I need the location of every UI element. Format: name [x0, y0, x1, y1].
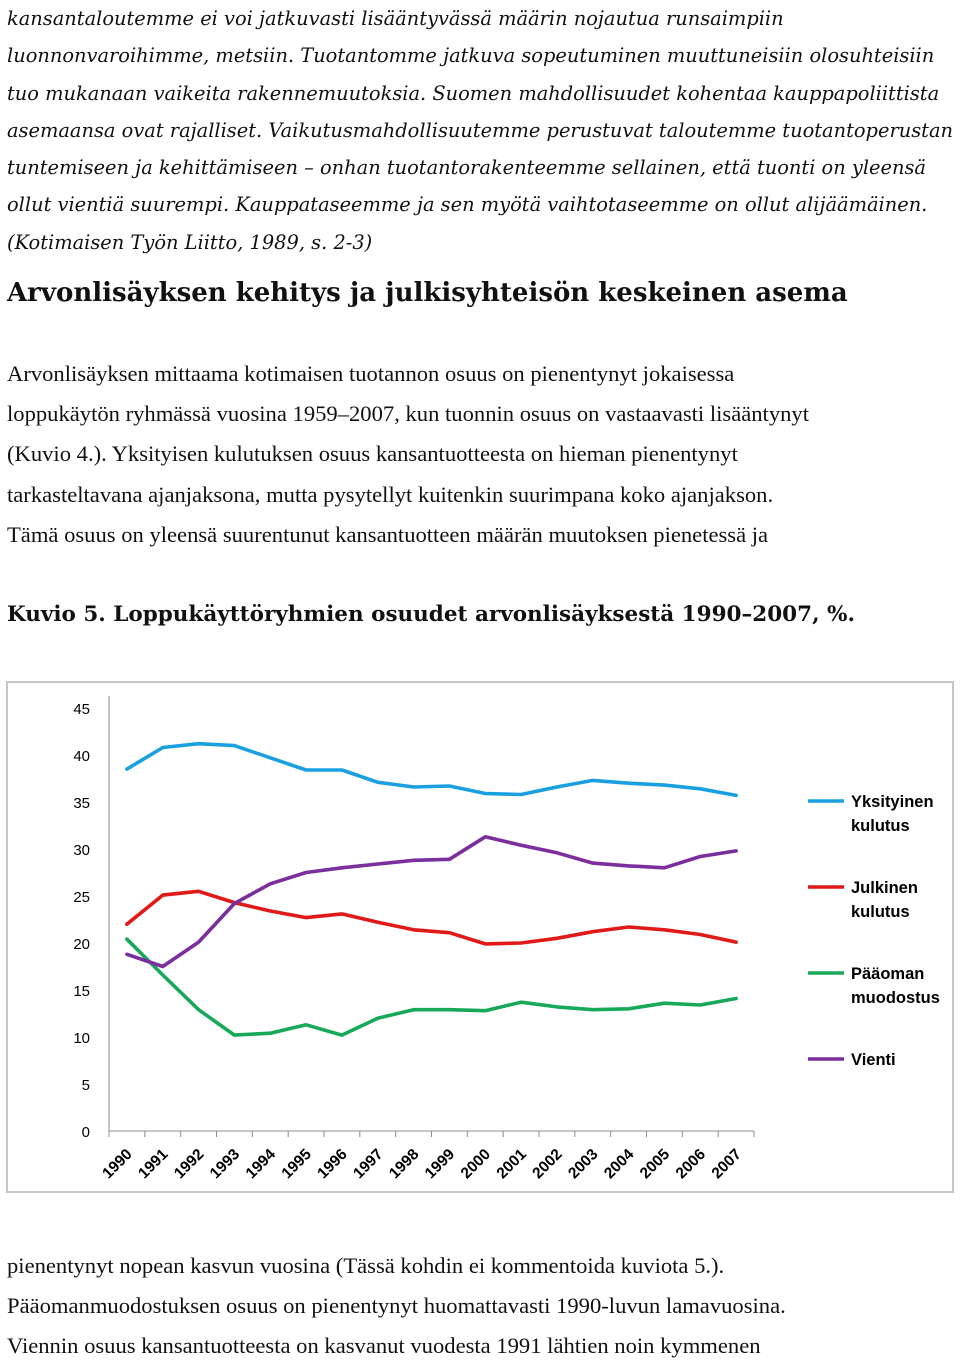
x-tick-label: 1990: [99, 1146, 135, 1182]
quote-line: luonnonvaroihimme, metsiin. Tuotantomme …: [7, 44, 935, 68]
series-line: [125, 741, 738, 798]
x-tick-label: 1998: [386, 1146, 423, 1183]
legend-label: kulutus: [851, 817, 910, 835]
series-line: [125, 835, 738, 969]
x-tick-label: 2002: [529, 1146, 565, 1182]
x-tick-label: 2004: [601, 1146, 638, 1183]
x-tick-label: 2000: [458, 1146, 494, 1182]
x-tick-label: 1997: [350, 1146, 386, 1182]
legend-label: Yksityinen: [851, 793, 934, 811]
y-tick-label: 0: [82, 1124, 90, 1141]
x-tick-label: 1994: [243, 1146, 280, 1183]
y-tick-label: 10: [73, 1030, 90, 1047]
x-tick-label: 1996: [314, 1146, 351, 1183]
paragraph-line: pienentynyt nopean kasvun vuosina (Tässä…: [7, 1253, 725, 1278]
paragraph-line: loppukäytön ryhmässä vuosina 1959–2007, …: [7, 401, 810, 427]
paragraph-before-figure: Arvonlisäyksen mittaama kotimaisen tuota…: [7, 354, 953, 555]
legend-label: Julkinen: [851, 879, 918, 897]
series-line: [125, 889, 738, 946]
figure-caption: Kuvio 5. Loppukäyttöryhmien osuudet arvo…: [7, 602, 855, 627]
y-tick-label: 20: [73, 936, 90, 953]
x-tick-label: 1993: [207, 1146, 244, 1183]
quoted-passage: kansantaloutemme ei voi jatkuvasti lisää…: [7, 0, 953, 261]
x-tick-label: 2001: [494, 1146, 531, 1183]
legend-label: kulutus: [851, 903, 910, 921]
y-tick-label: 45: [73, 701, 90, 718]
x-tick-label: 1991: [135, 1146, 172, 1183]
x-tick-label: 2003: [565, 1146, 602, 1183]
paragraph-line: Pääomanmuodostuksen osuus on pienentynyt…: [7, 1293, 786, 1319]
paragraph-line: tarkasteltavana ajanjaksona, mutta pysyt…: [7, 481, 774, 507]
x-tick-label: 2005: [637, 1146, 674, 1183]
quote-citation: (Kotimaisen Työn Liitto, 1989, s. 2-3): [7, 230, 373, 254]
y-tick-label: 40: [73, 748, 90, 765]
legend-label: Vienti: [851, 1051, 896, 1069]
section-heading: Arvonlisäyksen kehitys ja julkisyhteisön…: [7, 278, 848, 308]
legend-label: Pääoman: [851, 965, 924, 983]
y-tick-label: 35: [73, 795, 90, 812]
x-tick-label: 2007: [709, 1146, 745, 1182]
quote-line: tuntemiseen ja kehittämiseen – onhan tuo…: [7, 156, 926, 180]
y-tick-label: 15: [73, 983, 90, 1000]
paragraph-line: Viennin osuus kansantuotteesta on kasvan…: [7, 1333, 761, 1359]
legend-label: muodostus: [851, 989, 940, 1007]
paragraph-line: Tämä osuus on yleensä suurentunut kansan…: [7, 521, 769, 547]
paragraph-line: Arvonlisäyksen mittaama kotimaisen tuota…: [7, 361, 735, 386]
y-tick-label: 30: [73, 842, 90, 859]
quote-line: kansantaloutemme ei voi jatkuvasti lisää…: [7, 7, 784, 30]
paragraph-after-figure: pienentynyt nopean kasvun vuosina (Tässä…: [7, 1246, 953, 1367]
x-tick-label: 2006: [673, 1146, 710, 1183]
quote-line: ollut vientiä suurempi. Kauppataseemme j…: [7, 193, 928, 217]
line-chart-frame: 0 5 10 15 20 25 30 35 40 45 1990 1991 1992 1993 1994 19…: [6, 681, 954, 1193]
quote-line: asemaansa ovat rajalliset. Vaikutusmahdo…: [7, 118, 953, 142]
x-tick-label: 1995: [279, 1146, 316, 1183]
y-tick-label: 5: [82, 1077, 90, 1094]
x-tick-label: 1999: [422, 1146, 459, 1183]
x-tick-label: 1992: [171, 1146, 207, 1182]
y-tick-label: 25: [73, 889, 90, 906]
paragraph-line: (Kuvio 4.). Yksityisen kulutuksen osuus …: [7, 441, 738, 467]
quote-line: tuo mukanaan vaikeita rakennemuutoksia. …: [7, 81, 940, 105]
series-line: [125, 937, 738, 1037]
